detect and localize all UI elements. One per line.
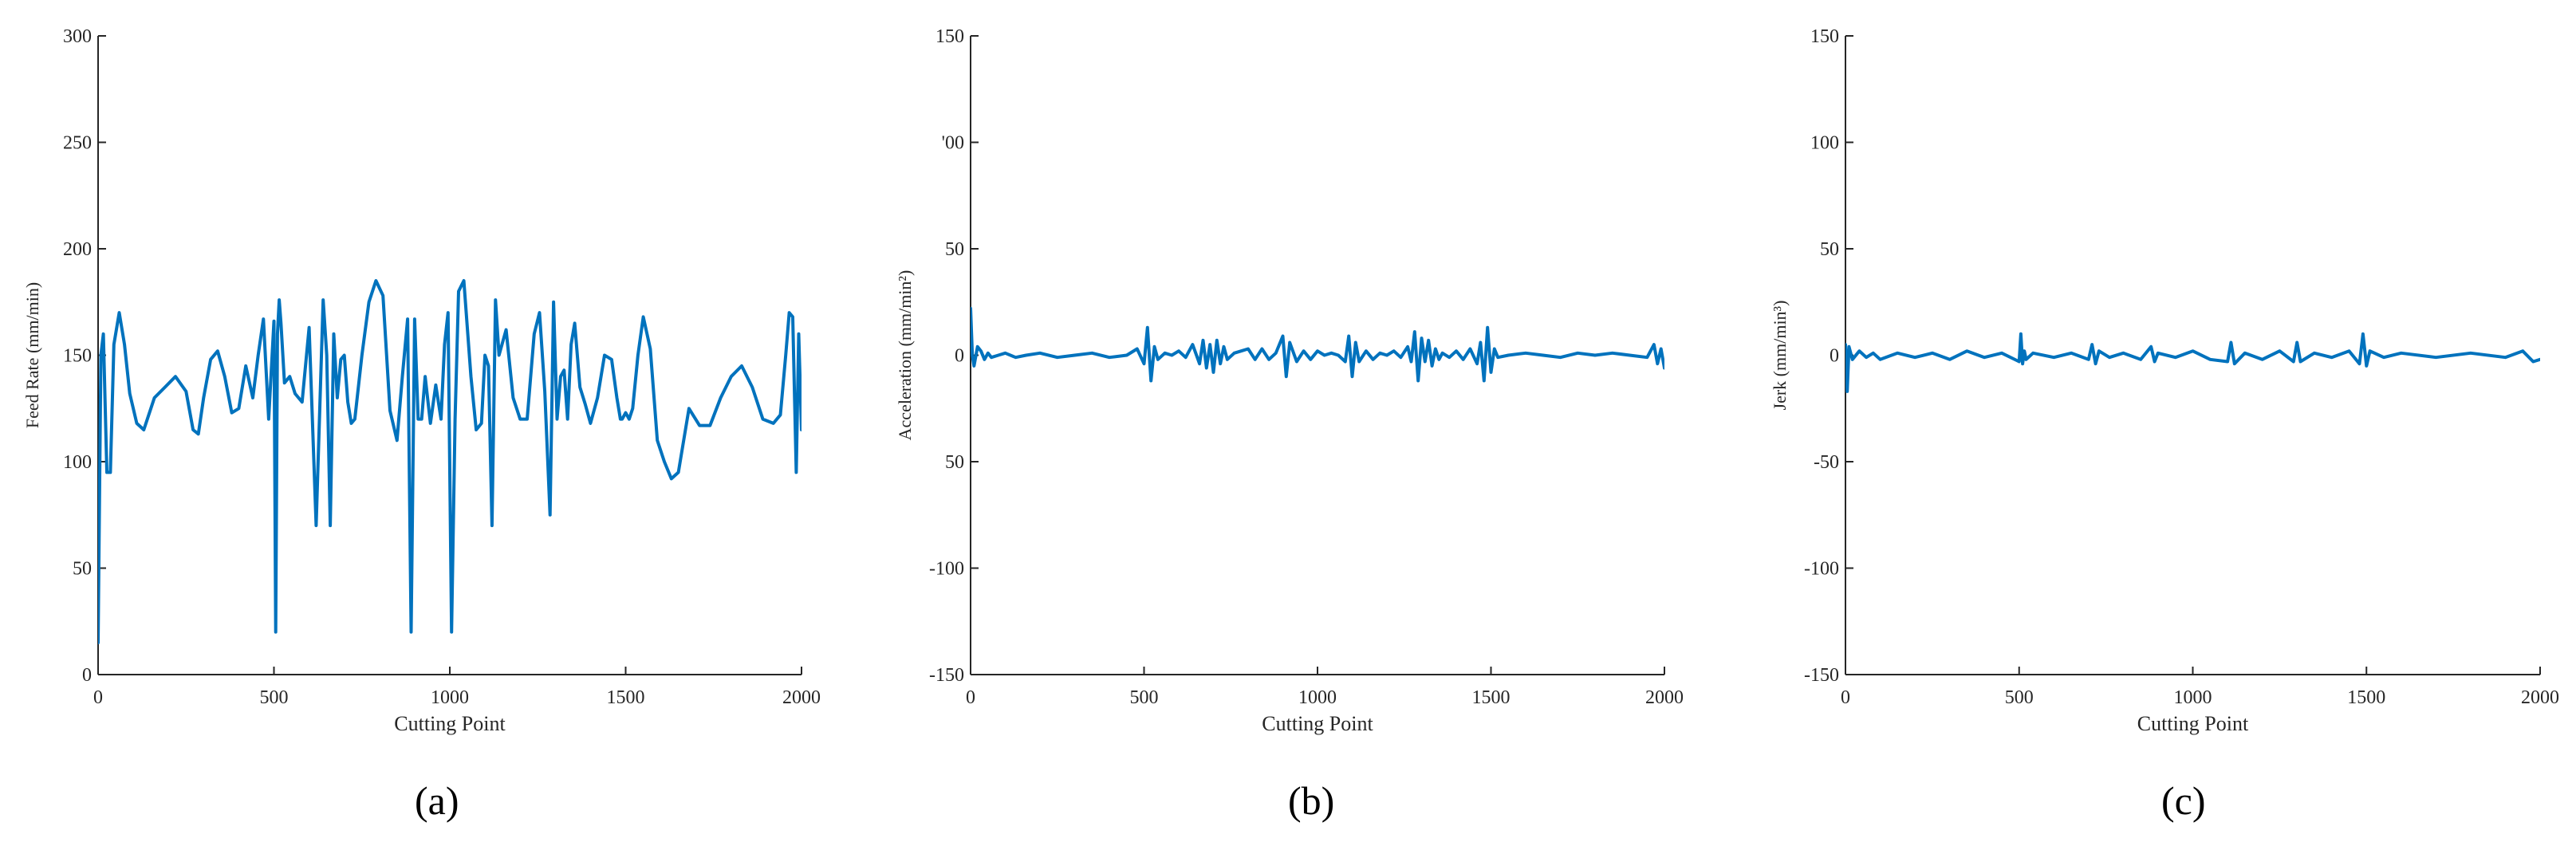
y-tick-label-b-0: -150 (929, 665, 964, 686)
panel-label-b: (b) (1288, 778, 1335, 823)
y-tick-label-c-6: 150 (1810, 26, 1839, 47)
x-tick-label-a-2: 1000 (431, 687, 469, 708)
y-tick-label-b-6: 150 (935, 26, 964, 47)
x-tick-label-b-0: 0 (966, 687, 975, 708)
y-tick-label-a-5: 250 (63, 133, 92, 154)
x-tick-label-b-2: 1000 (1298, 687, 1337, 708)
x-axis-label-c: Cutting Point (2137, 712, 2249, 735)
y-tick-label-a-3: 150 (63, 346, 92, 367)
panel-label-c: (c) (2161, 778, 2206, 823)
x-tick-label-a-3: 1500 (607, 687, 645, 708)
x-axis-label-b: Cutting Point (1262, 712, 1373, 735)
x-tick-label-a-1: 500 (260, 687, 289, 708)
y-tick-label-a-0: 0 (82, 665, 92, 686)
x-tick-label-b-1: 500 (1130, 687, 1159, 708)
panel-b: 0 500 1000 1500 2000-150-10050050'00150Cutti… (895, 26, 1684, 735)
y-tick-label-c-0: -150 (1804, 665, 1839, 686)
y-tick-label-a-6: 300 (63, 26, 92, 47)
x-tick-label-c-1: 500 (2005, 687, 2034, 708)
series-line-a-0 (98, 279, 802, 644)
y-tick-label-c-5: 100 (1810, 133, 1839, 154)
y-tick-label-a-4: 200 (63, 239, 92, 260)
y-tick-label-a-1: 50 (73, 559, 92, 580)
y-tick-label-b-5: '00 (942, 133, 964, 154)
x-tick-label-b-3: 1500 (1472, 687, 1511, 708)
x-tick-label-c-4: 2000 (2521, 687, 2559, 708)
y-axis-label-b: Acceleration (mm/min²) (895, 270, 915, 441)
panel-label-a: (a) (415, 778, 459, 823)
series-line-c-0 (1845, 332, 2540, 393)
x-tick-label-b-4: 2000 (1645, 687, 1684, 708)
y-tick-label-b-4: 50 (945, 239, 964, 260)
series-line-b-0 (971, 306, 1664, 383)
y-tick-label-c-1: -100 (1804, 559, 1839, 580)
panel-a: 0 500 1000 1500 2000 0 50 100 150 200 250 300 Cuttin… (22, 26, 821, 735)
x-tick-label-c-3: 1500 (2347, 687, 2385, 708)
x-tick-label-a-4: 2000 (782, 687, 821, 708)
y-tick-label-b-3: 0 (955, 346, 964, 367)
y-tick-label-c-3: 0 (1830, 346, 1839, 367)
y-axis-label-c: Jerk (mm/min³) (1770, 301, 1790, 411)
y-tick-label-c-4: 50 (1820, 239, 1839, 260)
panel-c: 0 500 1000 1500 2000 -150 -100 -50 0 50 100 150 Cutt… (1770, 26, 2559, 735)
y-tick-label-a-2: 100 (63, 452, 92, 473)
x-axis-label-a: Cutting Point (394, 712, 506, 735)
y-tick-label-b-2: 50 (945, 452, 964, 473)
x-tick-label-a-0: 0 (93, 687, 103, 708)
y-tick-label-b-1: -100 (929, 559, 964, 580)
y-tick-label-c-2: -50 (1814, 452, 1839, 473)
x-tick-label-c-2: 1000 (2174, 687, 2212, 708)
y-axis-label-a: Feed Rate (mm/min) (22, 282, 42, 428)
x-tick-label-c-0: 0 (1841, 687, 1850, 708)
